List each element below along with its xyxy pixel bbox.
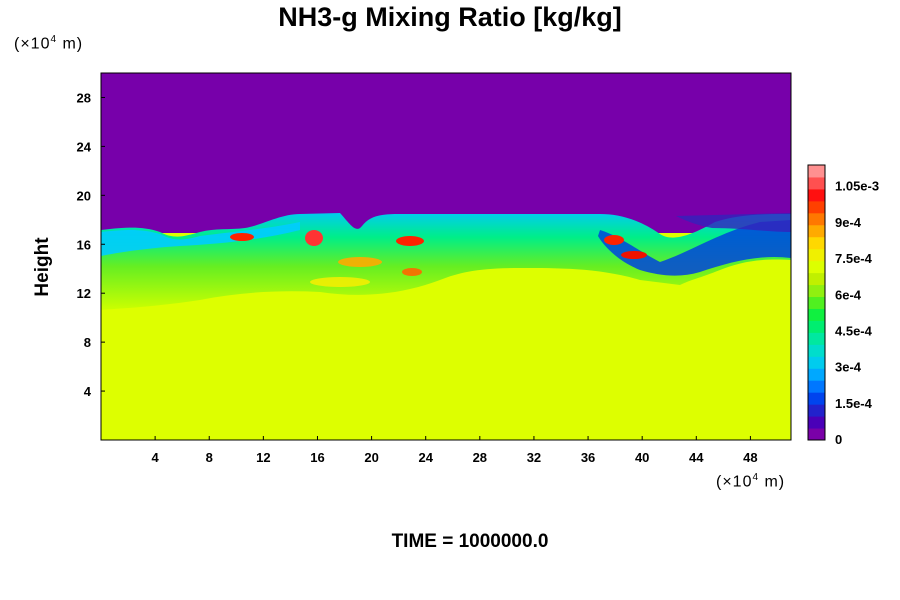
colorbar-tick-label: 7.5e-4 <box>835 251 873 266</box>
colorbar-tick-label: 1.5e-4 <box>835 396 873 411</box>
colorbar-swatch <box>808 212 825 226</box>
x-tick-label: 16 <box>310 450 324 465</box>
y-tick-label: 16 <box>77 237 91 252</box>
x-tick-label: 44 <box>689 450 704 465</box>
yellow-patch-1 <box>338 257 382 267</box>
colorbar-tick-label: 4.5e-4 <box>835 323 873 338</box>
colorbar <box>808 165 825 441</box>
y-axis-unit: (×104 m) <box>14 34 84 53</box>
colorbar-swatch <box>808 320 825 333</box>
colorbar-swatch <box>808 272 825 286</box>
heatmap-field <box>101 73 791 440</box>
colorbar-swatch <box>808 332 825 345</box>
x-tick-label: 24 <box>418 450 433 465</box>
red-eddy-4 <box>604 235 624 245</box>
x-tick-label: 20 <box>364 450 378 465</box>
colorbar-swatch <box>808 248 825 262</box>
chart-title: NH3-g Mixing Ratio [kg/kg] <box>278 2 622 32</box>
field-upper-region <box>101 73 791 233</box>
y-tick-label: 12 <box>77 286 91 301</box>
colorbar-swatch <box>808 296 825 309</box>
x-tick-label: 36 <box>581 450 595 465</box>
cyan-edge <box>101 222 300 256</box>
colorbar-tick-label: 6e-4 <box>835 287 862 302</box>
colorbar-swatch <box>808 260 825 274</box>
colorbar-swatch <box>808 188 825 202</box>
y-tick-label: 28 <box>77 90 91 105</box>
colorbar-swatch <box>808 416 825 429</box>
x-tick-label: 12 <box>256 450 270 465</box>
colorbar-swatch <box>808 176 825 190</box>
red-eddy-2 <box>305 230 323 246</box>
blue-edge-right <box>598 220 791 276</box>
colorbar-swatch <box>808 308 825 321</box>
red-eddy-5 <box>621 251 647 259</box>
red-eddy-3 <box>396 236 424 246</box>
yellow-patch-2 <box>402 268 422 276</box>
colorbar-swatch <box>808 380 825 393</box>
colorbar-tick-label: 3e-4 <box>835 360 862 375</box>
x-tick-label: 32 <box>527 450 541 465</box>
colorbar-swatch <box>808 165 825 178</box>
colorbar-tick-label: 9e-4 <box>835 215 862 230</box>
plot-frame <box>100 72 792 441</box>
y-tick-label: 8 <box>84 335 91 350</box>
colorbar-frame <box>807 164 826 441</box>
x-tick-label: 40 <box>635 450 649 465</box>
x-axis-ticks: 4 8 12 16 20 24 28 32 36 40 44 48 <box>152 436 758 465</box>
x-tick-label: 4 <box>152 450 160 465</box>
colorbar-swatch <box>808 344 825 357</box>
colorbar-swatch <box>808 404 825 417</box>
colorbar-ticks: 0 1.5e-4 3e-4 4.5e-4 6e-4 7.5e-4 9e-4 1.05e-3 <box>835 179 879 447</box>
y-axis-ticks: 4 8 12 16 20 24 28 <box>77 90 105 399</box>
colorbar-tick-label: 0 <box>835 432 842 447</box>
colorbar-swatch <box>808 224 825 238</box>
colorbar-swatch <box>808 200 825 214</box>
colorbar-tick-label: 1.05e-3 <box>835 179 879 194</box>
y-tick-label: 4 <box>84 384 92 399</box>
y-tick-label: 24 <box>77 139 92 154</box>
colorbar-swatch <box>808 236 825 250</box>
yellow-patch-3 <box>310 277 370 287</box>
y-tick-label: 20 <box>77 188 91 203</box>
upper-dark-blue <box>676 213 791 232</box>
colorbar-swatch <box>808 428 825 441</box>
colorbar-swatch <box>808 368 825 381</box>
time-label: TIME = 1000000.0 <box>391 531 549 552</box>
colorbar-swatch <box>808 284 825 298</box>
x-tick-label: 28 <box>473 450 487 465</box>
red-eddy-1 <box>230 233 254 241</box>
x-tick-label: 8 <box>206 450 213 465</box>
colorbar-swatch <box>808 392 825 405</box>
x-tick-label: 48 <box>743 450 757 465</box>
colorbar-swatch <box>808 356 825 369</box>
x-axis-unit: (×104 m) <box>716 472 786 491</box>
